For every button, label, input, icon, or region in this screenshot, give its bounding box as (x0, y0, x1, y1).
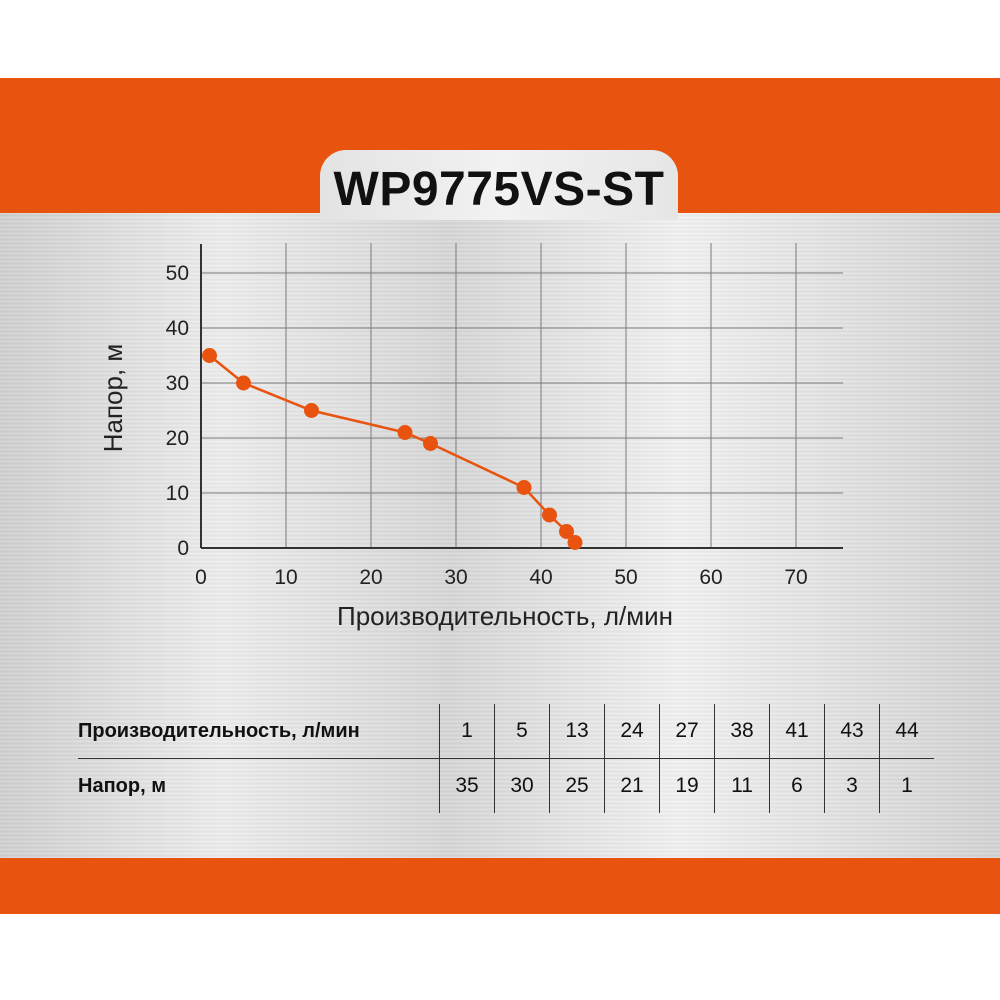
x-tick-label: 60 (699, 566, 722, 589)
data-point (236, 375, 251, 391)
chart-grid (201, 243, 843, 548)
y-tick-label: 10 (166, 482, 189, 505)
x-axis-label: Производительность, л/мин (337, 601, 673, 631)
x-tick-label: 40 (529, 566, 552, 589)
x-tick-label: 20 (359, 566, 382, 589)
table-cell: 27 (659, 704, 715, 759)
y-tick-label: 0 (177, 537, 189, 560)
y-tick-label: 40 (166, 317, 189, 340)
series-group (202, 348, 583, 550)
data-point (397, 425, 413, 440)
x-tick-label: 10 (274, 566, 297, 589)
table-cell: 30 (494, 758, 550, 813)
table-cell: 41 (769, 704, 825, 759)
title-tab (320, 150, 678, 220)
table-cell: 1 (879, 758, 934, 813)
y-tick-label: 30 (166, 372, 189, 395)
x-tick-label: 50 (614, 566, 637, 589)
table-cell: 13 (549, 704, 605, 759)
data-point (516, 480, 532, 495)
table-cell: 25 (549, 758, 605, 813)
table-cell: 19 (659, 758, 715, 813)
table-cell: 35 (439, 758, 495, 813)
table-cell: 44 (879, 704, 934, 759)
table-cell: 11 (714, 758, 770, 813)
x-tick-labels: 0 10 20 30 40 50 60 70 (195, 566, 808, 589)
data-point (423, 436, 438, 451)
table-cell: 3 (824, 758, 880, 813)
table-row-head: Напор, м 35 30 25 21 19 11 6 3 1 (78, 758, 934, 813)
y-tick-labels: 0 10 20 30 40 50 (166, 262, 189, 560)
table-cell: 5 (494, 704, 550, 759)
y-axis-label: Напор, м (98, 344, 128, 453)
table-cell: 21 (604, 758, 660, 813)
table-cell: 6 (769, 758, 825, 813)
table-cell: 38 (714, 704, 770, 759)
row-label-head: Напор, м (78, 774, 166, 797)
table-row-flow: Производительность, л/мин 1 5 13 24 27 3… (78, 704, 934, 759)
data-point (304, 403, 319, 418)
data-point (567, 535, 583, 550)
bottom-orange-band (0, 858, 1000, 914)
data-table: Производительность, л/мин 1 5 13 24 27 3… (78, 704, 934, 813)
y-tick-label: 50 (166, 262, 189, 285)
data-point (202, 348, 217, 363)
y-tick-label: 20 (166, 427, 189, 450)
x-tick-label: 30 (444, 566, 467, 589)
table-cell: 1 (439, 704, 495, 759)
data-point (559, 524, 574, 539)
x-tick-label: 70 (784, 566, 807, 589)
row-label-flow: Производительность, л/мин (78, 704, 440, 759)
data-point (542, 507, 557, 523)
series-line (208, 354, 576, 544)
chart-title: WP9775VS-ST (333, 163, 665, 216)
table-cell: 43 (824, 704, 880, 759)
chart-axes (200, 244, 843, 549)
x-tick-label: 0 (195, 566, 207, 589)
table-cell: 24 (604, 704, 660, 759)
